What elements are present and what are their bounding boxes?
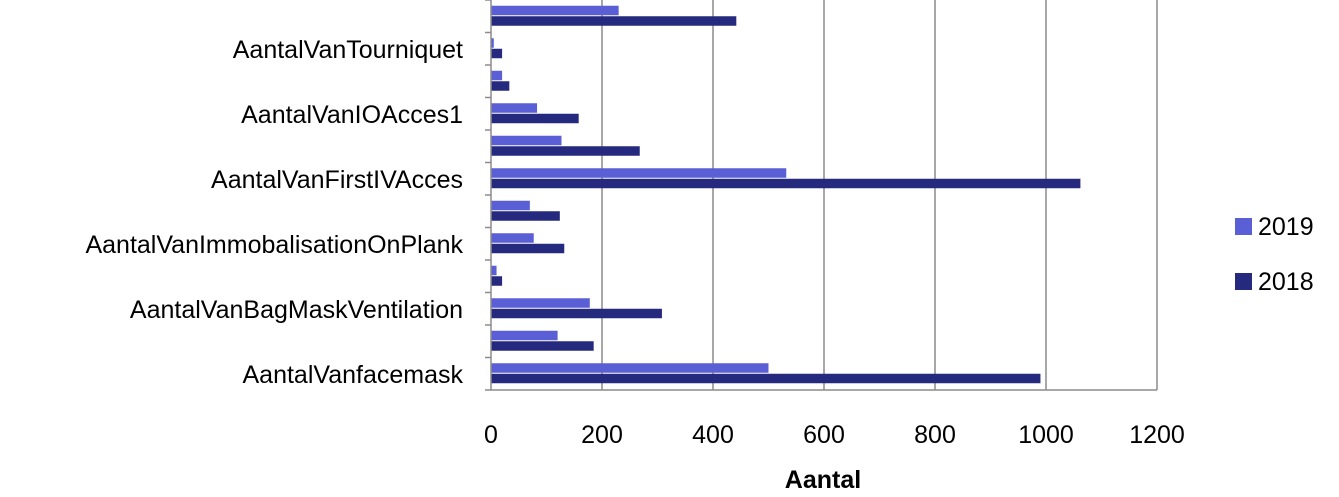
bar-2019-11 (491, 5, 619, 16)
category-label: AantalVanImmobalisationOnPlank (85, 231, 463, 259)
x-tick-label: 1200 (1129, 421, 1185, 449)
bar-2018-11 (491, 16, 737, 26)
bar-2018-5 (491, 211, 560, 221)
category-label: AantalVanTourniquet (233, 36, 463, 64)
category-labels: AantalVanfacemask AantalVanBagMaskVentila… (85, 36, 463, 389)
bar-2019-4 (491, 233, 534, 243)
gridlines (601, 0, 1158, 390)
bar-2019-2 (491, 298, 590, 308)
tick-labels: 0 200 400 600 800 1000 1200 (484, 421, 1185, 449)
bar-2018-7 (491, 146, 640, 156)
category-label: AantalVanfacemask (243, 361, 464, 389)
x-tick-label: 800 (914, 421, 956, 449)
bar-2018-0 (491, 373, 1041, 384)
axis-frame (485, 0, 1157, 391)
bar-2019-6 (491, 168, 787, 178)
x-tick-label: 200 (581, 421, 623, 449)
bar-2019-5 (491, 200, 530, 211)
bar-2019-10 (491, 38, 494, 48)
legend-label-2018: 2018 (1258, 268, 1314, 296)
bar-2018-6 (491, 178, 1081, 189)
bar-2018-8 (491, 113, 579, 124)
legend-label-2019: 2019 (1258, 213, 1314, 241)
legend-swatch-2019 (1235, 218, 1252, 235)
bar-2019-3 (491, 265, 497, 276)
bar-2018-3 (491, 276, 503, 286)
bar-2018-9 (491, 81, 510, 91)
bar-2019-1 (491, 330, 558, 341)
bar-2018-4 (491, 243, 565, 254)
bar-2019-7 (491, 135, 562, 146)
bar-2018-2 (491, 308, 662, 319)
x-tick-label: 400 (692, 421, 734, 449)
bars (491, 5, 1081, 384)
category-label: AantalVanFirstIVAcces (211, 166, 463, 194)
bar-2019-0 (491, 363, 769, 373)
legend-swatch-2018 (1235, 273, 1252, 290)
category-label: AantalVanBagMaskVentilation (130, 296, 463, 324)
bar-2018-1 (491, 341, 594, 351)
bar-2019-8 (491, 103, 538, 113)
x-tick-label: 600 (803, 421, 845, 449)
legend: 2019 2018 (1235, 213, 1314, 296)
category-label: AantalVanIOAcces1 (241, 101, 463, 129)
x-tick-label: 0 (484, 421, 498, 449)
x-axis-title: Aantal (785, 466, 861, 494)
bar-2019-9 (491, 70, 503, 81)
x-tick-label: 1000 (1018, 421, 1074, 449)
bar-2018-10 (491, 48, 503, 59)
